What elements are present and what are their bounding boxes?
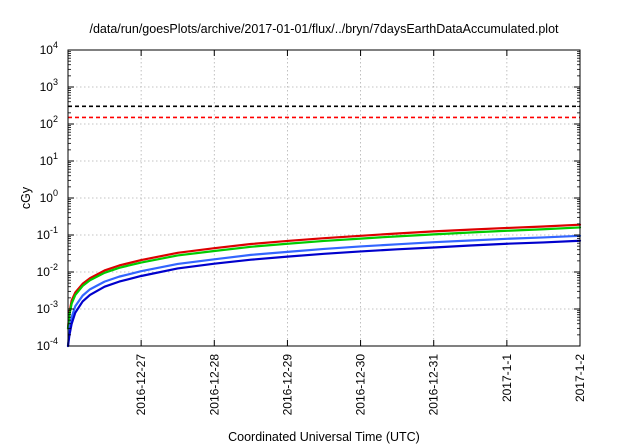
y-tick-label: 10-4 [37, 336, 58, 353]
x-tick-label: 2017-1-2 [573, 354, 587, 402]
y-tick-label: 101 [40, 151, 58, 168]
grid [68, 50, 580, 346]
y-tick-label: 104 [40, 40, 58, 57]
series-line [66, 239, 582, 348]
series-lines [66, 223, 582, 348]
x-tick-label: 2017-1-1 [500, 354, 514, 402]
reference-lines [68, 105, 580, 119]
x-tick-label: 2016-12-31 [427, 354, 441, 416]
x-axis-label: Coordinated Universal Time (UTC) [228, 430, 420, 444]
series-line [66, 226, 582, 330]
y-tick-label: 102 [40, 114, 58, 131]
x-tick-label: 2016-12-28 [207, 354, 221, 416]
y-tick-label: 10-1 [37, 225, 58, 242]
y-tick-label: 100 [40, 188, 58, 205]
series-line [66, 223, 582, 330]
y-axis-ticks: 10-4 10-3 10-2 10-1 100 101 102 103 104 [37, 40, 580, 353]
chart-title: /data/run/goesPlots/archive/2017-01-01/f… [89, 22, 559, 36]
x-tick-label: 2016-12-30 [354, 354, 368, 416]
x-tick-label: 2016-12-27 [134, 354, 148, 416]
y-tick-label: 10-2 [37, 262, 58, 279]
y-tick-label: 103 [40, 77, 58, 94]
x-axis-ticks: 2016-12-27 2016-12-28 2016-12-29 2016-12-30… [134, 50, 587, 415]
x-tick-label: 2016-12-29 [280, 354, 294, 416]
y-tick-label: 10-3 [37, 299, 58, 316]
y-axis-label: cGy [19, 186, 33, 209]
series-line [66, 234, 582, 348]
